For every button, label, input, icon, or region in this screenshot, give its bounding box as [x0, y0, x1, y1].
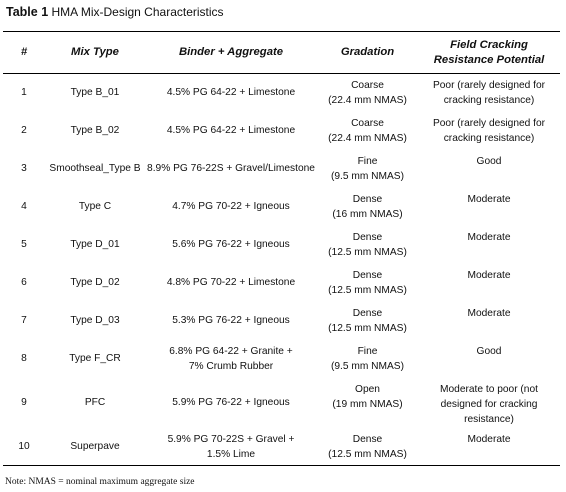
row-num: 1 [21, 87, 27, 99]
row-binder-aggregate: 4.7% PG 70-22 + Igneous [172, 201, 290, 212]
table-title: HMA Mix-Design Characteristics [51, 5, 224, 19]
row-binder-aggregate: 5.6% PG 76-22 + Igneous [172, 239, 290, 250]
row-cracking-resistance: Moderate [467, 433, 511, 445]
table-row: 9 PFC 5.9% PG 76-22 + Igneous Open (19 m… [3, 378, 560, 428]
table-row: 2 Type B_02 4.5% PG 64-22 + Limestone Co… [3, 112, 560, 150]
header-num: # [20, 46, 28, 58]
row-cracking-resistance: Poor (rarely designed for cracking resis… [432, 80, 546, 106]
row-mix-type: Type C [78, 201, 112, 212]
row-binder-aggregate: 6.8% PG 64-22 + Granite + 7% Crumb Rubbe… [169, 345, 293, 372]
row-num: 4 [21, 201, 27, 212]
table-row: 5 Type D_01 5.6% PG 76-22 + Igneous Dens… [3, 226, 560, 264]
row-num: 10 [18, 440, 30, 452]
row-gradation: Dense (12.5 mm NMAS) [328, 307, 407, 334]
row-mix-type: Type F_CR [69, 353, 121, 364]
header-cracking-resistance: Field Cracking Resistance Potential [433, 38, 545, 66]
row-mix-type: Type B_02 [70, 125, 120, 136]
row-cracking-resistance: Poor (rarely designed for cracking resis… [432, 117, 546, 144]
row-num: 2 [21, 125, 27, 136]
row-gradation: Fine (9.5 mm NMAS) [330, 155, 404, 182]
row-num: 9 [21, 397, 27, 408]
row-cracking-resistance: Good [476, 155, 502, 167]
table-row: 8 Type F_CR 6.8% PG 64-22 + Granite + 7%… [3, 340, 560, 378]
row-gradation: Dense (12.5 mm NMAS) [328, 269, 407, 296]
row-mix-type: Type D_01 [70, 239, 120, 250]
row-num: 8 [21, 353, 27, 364]
table-row: 3 Smoothseal_Type B 8.9% PG 76-22S + Gra… [3, 150, 560, 188]
row-mix-type: Type B_01 [70, 87, 120, 99]
table-row: 6 Type D_02 4.8% PG 70-22 + Limestone De… [3, 264, 560, 302]
row-mix-type: Type D_03 [70, 315, 120, 326]
row-binder-aggregate: 5.9% PG 70-22S + Gravel + 1.5% Lime [167, 433, 295, 460]
table-row: 10 Superpave 5.9% PG 70-22S + Gravel + 1… [3, 428, 560, 466]
table-caption: Table 1 HMA Mix-Design Characteristics [6, 4, 224, 20]
row-mix-type: Smoothseal_Type B [49, 163, 141, 174]
row-binder-aggregate: 8.9% PG 76-22S + Gravel/Limestone [147, 163, 315, 174]
row-binder-aggregate: 4.5% PG 64-22 + Limestone [166, 125, 296, 136]
row-num: 3 [21, 163, 27, 174]
row-gradation: Fine (9.5 mm NMAS) [330, 345, 404, 372]
mix-design-table: # Mix Type Binder + Aggregate Gradation … [3, 31, 560, 466]
row-cracking-resistance: Moderate [467, 307, 511, 319]
row-mix-type: Type D_02 [70, 277, 120, 288]
row-gradation: Dense (12.5 mm NMAS) [328, 433, 407, 460]
row-binder-aggregate: 5.3% PG 76-22 + Igneous [172, 315, 290, 326]
row-num: 7 [21, 315, 27, 326]
row-gradation: Coarse (22.4 mm NMAS) [328, 80, 407, 106]
row-binder-aggregate: 4.5% PG 64-22 + Limestone [166, 87, 296, 99]
table-row: 4 Type C 4.7% PG 70-22 + Igneous Dense (… [3, 188, 560, 226]
table-number: Table 1 [6, 5, 49, 19]
row-cracking-resistance: Good [476, 345, 502, 357]
row-cracking-resistance: Moderate [467, 269, 511, 281]
header-binder-aggregate: Binder + Aggregate [178, 46, 284, 58]
row-gradation: Coarse (22.4 mm NMAS) [328, 117, 407, 144]
header-mix-type: Mix Type [71, 46, 119, 58]
header-row: # Mix Type Binder + Aggregate Gradation … [3, 31, 560, 74]
row-cracking-resistance: Moderate [467, 193, 511, 205]
row-num: 6 [21, 277, 27, 288]
row-gradation: Open (19 mm NMAS) [332, 383, 403, 410]
row-cracking-resistance: Moderate to poor (not designed for crack… [440, 383, 538, 425]
row-gradation: Dense (16 mm NMAS) [332, 193, 403, 220]
row-gradation: Dense (12.5 mm NMAS) [328, 231, 407, 258]
table-row: 7 Type D_03 5.3% PG 76-22 + Igneous Dens… [3, 302, 560, 340]
row-mix-type: Superpave [70, 440, 120, 452]
table-row: 1 Type B_01 4.5% PG 64-22 + Limestone Co… [3, 74, 560, 112]
table-footnote: Note: NMAS = nominal maximum aggregate s… [5, 477, 195, 487]
header-gradation: Gradation [340, 46, 395, 58]
row-binder-aggregate: 4.8% PG 70-22 + Limestone [166, 277, 296, 288]
row-binder-aggregate: 5.9% PG 76-22 + Igneous [172, 397, 290, 408]
row-cracking-resistance: Moderate [467, 231, 511, 243]
row-mix-type: PFC [84, 397, 106, 408]
row-num: 5 [21, 239, 27, 250]
